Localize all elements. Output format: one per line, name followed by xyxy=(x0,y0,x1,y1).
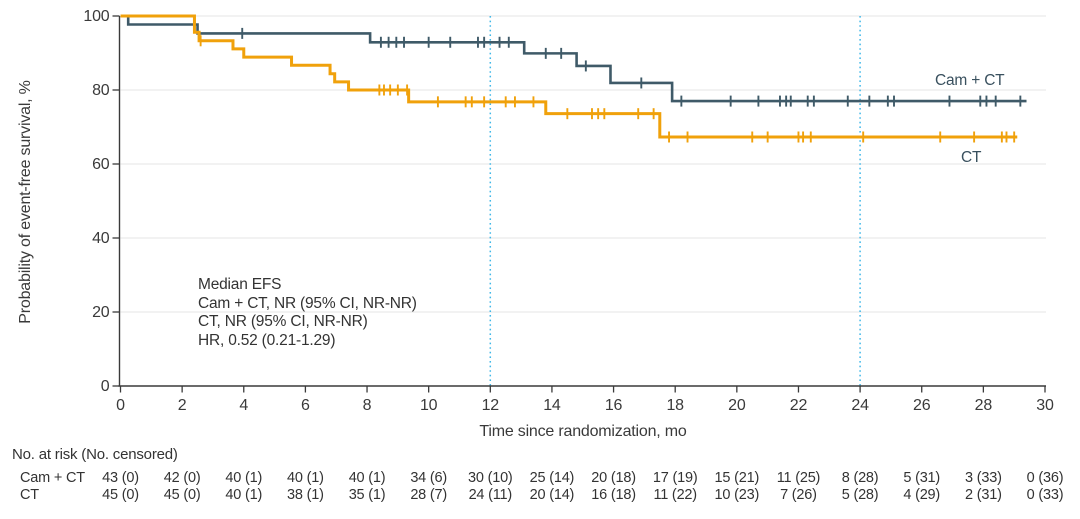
x-tick-label: 20 xyxy=(728,397,746,414)
risk-cell: 7 (26) xyxy=(780,487,817,503)
risk-cell: 20 (14) xyxy=(529,487,575,503)
risk-cell: 40 (1) xyxy=(225,470,263,486)
risk-cell: 25 (14) xyxy=(529,470,575,486)
risk-cell: 3 (33) xyxy=(965,470,1002,486)
risk-cell: 5 (31) xyxy=(903,470,941,486)
risk-cell: 38 (1) xyxy=(287,487,324,503)
risk-cell: 10 (23) xyxy=(714,487,760,503)
x-tick-label: 6 xyxy=(301,397,310,414)
y-tick-label: 0 xyxy=(100,377,110,395)
median-efs-annotation: Median EFS Cam + CT, NR (95% CI, NR-NR) … xyxy=(198,276,417,350)
x-tick-label: 0 xyxy=(116,397,125,414)
series-label-cam-ct: Cam + CT xyxy=(935,72,1005,89)
x-tick-label: 16 xyxy=(604,397,623,414)
y-axis-title: Probability of event-free survival, % xyxy=(17,80,34,324)
risk-cell: 40 (1) xyxy=(287,470,324,486)
risk-cell: 5 (28) xyxy=(841,487,879,503)
risk-cell: 24 (11) xyxy=(468,487,513,503)
x-tick-label: 18 xyxy=(666,397,684,414)
x-tick-label: 24 xyxy=(851,397,869,414)
series-label-ct: CT xyxy=(961,149,982,166)
risk-cell: 15 (21) xyxy=(714,470,760,486)
x-tick-label: 22 xyxy=(789,397,808,414)
x-tick-label: 30 xyxy=(1036,397,1054,414)
x-tick-label: 8 xyxy=(362,397,372,414)
y-tick-label: 20 xyxy=(92,303,110,321)
x-tick-label: 10 xyxy=(419,397,438,414)
horizontal-gridlines xyxy=(120,15,1046,313)
risk-cell: 11 (25) xyxy=(776,470,821,486)
x-tick-label: 14 xyxy=(543,397,561,414)
survival-step-line xyxy=(120,14,1018,139)
risk-cell: 4 (29) xyxy=(903,487,941,503)
risk-table-title: No. at risk (No. censored) xyxy=(12,446,178,463)
axes xyxy=(112,15,1046,393)
km-curve-ct xyxy=(120,14,1018,143)
risk-cell: 45 (0) xyxy=(163,487,201,503)
risk-row-label-cam-ct: Cam + CT xyxy=(20,470,85,486)
risk-cell: 30 (10) xyxy=(468,470,513,486)
risk-cell: 2 (31) xyxy=(965,487,1002,503)
x-axis-title: Time since randomization, mo xyxy=(479,423,687,440)
risk-cell: 0 (33) xyxy=(1026,487,1064,503)
x-tick-label: 26 xyxy=(913,397,931,414)
risk-cell: 43 (0) xyxy=(102,470,139,486)
risk-cell: 20 (18) xyxy=(591,470,636,486)
x-tick-label: 4 xyxy=(239,397,249,414)
x-tick-label: 2 xyxy=(177,397,187,414)
risk-cell: 28 (7) xyxy=(410,487,447,503)
y-tick-label: 40 xyxy=(92,229,110,247)
annotation-line-ct: CT, NR (95% CI, NR-NR) xyxy=(198,313,368,330)
risk-cell: 35 (1) xyxy=(348,487,386,503)
risk-row-label-ct: CT xyxy=(20,487,39,503)
risk-cell: 0 (36) xyxy=(1026,470,1064,486)
risk-cell: 42 (0) xyxy=(163,470,201,486)
risk-cell: 11 (22) xyxy=(653,487,697,503)
risk-cell: 16 (18) xyxy=(591,487,636,503)
risk-cell: 45 (0) xyxy=(102,487,139,503)
km-curve-cam-ct xyxy=(120,14,1027,107)
risk-cell: 40 (1) xyxy=(348,470,386,486)
risk-cell: 8 (28) xyxy=(841,470,879,486)
x-tick-label: 12 xyxy=(481,397,500,414)
risk-cell: 34 (6) xyxy=(410,470,447,486)
y-tick-label: 100 xyxy=(83,7,110,25)
y-tick-label: 60 xyxy=(92,155,110,173)
annotation-line-title: Median EFS xyxy=(198,276,282,293)
x-tick-label: 28 xyxy=(974,397,993,414)
risk-cell: 40 (1) xyxy=(225,487,263,503)
y-tick-label: 80 xyxy=(92,81,110,99)
reference-lines xyxy=(489,16,861,386)
annotation-line-hr: HR, 0.52 (0.21-1.29) xyxy=(198,331,336,349)
risk-cell: 17 (19) xyxy=(652,470,698,486)
annotation-line-cam-ct: Cam + CT, NR (95% CI, NR-NR) xyxy=(198,294,417,312)
